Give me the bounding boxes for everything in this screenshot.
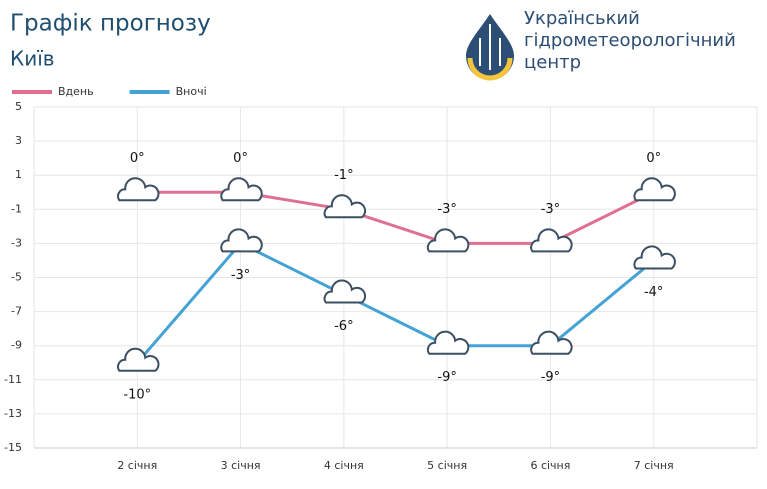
- y-tick-label: -3: [11, 236, 22, 249]
- x-tick-label: 5 січня: [427, 459, 467, 472]
- weather-icon: [323, 279, 367, 304]
- value-label: 0°: [130, 151, 145, 166]
- y-tick-label: -11: [4, 373, 22, 386]
- value-label: -1°: [334, 168, 353, 183]
- weather-icon: [530, 228, 573, 253]
- value-label: -4°: [644, 285, 663, 300]
- logo-text: гідрометеорологічний: [524, 30, 736, 51]
- x-tick-label: 4 січня: [324, 459, 364, 472]
- legend-label: Вночі: [176, 85, 207, 98]
- series-line: [136, 241, 655, 364]
- x-tick-label: 3 січня: [221, 459, 261, 472]
- value-label: -3°: [437, 202, 456, 217]
- y-tick-label: -7: [11, 305, 22, 318]
- value-label: -9°: [437, 370, 456, 385]
- value-label: 0°: [646, 151, 661, 166]
- value-label: -6°: [334, 319, 353, 334]
- weather-icon: [220, 177, 263, 202]
- value-label: -3°: [541, 202, 560, 217]
- y-tick-label: -1: [11, 202, 22, 215]
- value-label: -10°: [123, 387, 151, 402]
- value-label: -9°: [541, 370, 560, 385]
- y-tick-label: -5: [11, 271, 22, 284]
- weather-icon: [426, 330, 470, 355]
- x-tick-label: 6 січня: [530, 459, 570, 472]
- subtitle: Київ: [10, 47, 55, 71]
- weather-icon: [117, 347, 160, 372]
- y-tick-label: -9: [11, 339, 22, 352]
- x-tick-label: 2 січня: [117, 459, 157, 472]
- title: Графік прогнозу: [10, 11, 211, 37]
- weather-icon: [220, 228, 263, 253]
- y-tick-label: 5: [15, 100, 22, 113]
- logo-text: Український: [524, 8, 640, 29]
- weather-icon: [633, 245, 676, 270]
- weather-icon: [426, 228, 470, 253]
- value-label: -3°: [231, 268, 250, 283]
- series-line: [137, 190, 655, 245]
- y-tick-label: -15: [4, 441, 22, 454]
- y-tick-label: 3: [15, 134, 22, 147]
- value-label: 0°: [233, 151, 248, 166]
- y-tick-label: 1: [15, 168, 22, 181]
- weather-icon: [323, 194, 367, 219]
- logo-text: центр: [524, 52, 581, 73]
- x-tick-label: 7 січня: [634, 459, 674, 472]
- weather-icon: [530, 330, 573, 355]
- y-tick-label: -13: [4, 407, 22, 420]
- weather-icon: [117, 177, 160, 202]
- legend-label: Вдень: [58, 85, 94, 98]
- grid: [33, 106, 758, 449]
- logo: [466, 14, 514, 81]
- weather-icon: [633, 177, 676, 202]
